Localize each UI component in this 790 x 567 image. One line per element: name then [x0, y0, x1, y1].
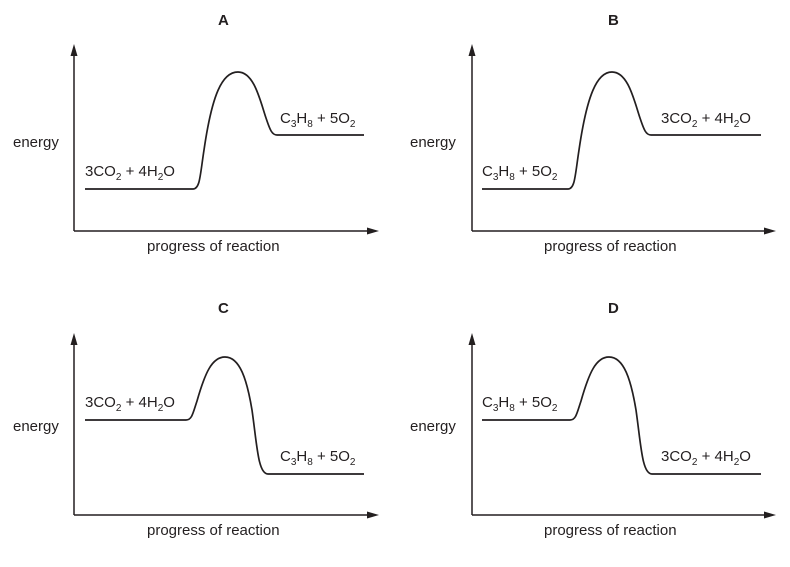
- x-axis-label: progress of reaction: [147, 238, 280, 255]
- y-axis-label: energy: [13, 134, 59, 151]
- products-label: 3CO2 + 4H2O: [661, 448, 751, 468]
- y-axis-arrowhead-icon: [70, 44, 78, 56]
- panel-title: C: [218, 300, 229, 317]
- energy-curve: [85, 71, 364, 190]
- panel-a: A energy progress of reaction 3CO2 + 4H2…: [0, 0, 395, 282]
- panel-b: B energy progress of reaction C3H8 + 5O2…: [395, 0, 790, 282]
- x-axis-arrowhead-icon: [367, 511, 379, 519]
- panel-d: D energy progress of reaction C3H8 + 5O2…: [395, 285, 790, 567]
- y-axis-arrowhead-icon: [468, 44, 476, 56]
- panel-title: B: [608, 12, 619, 29]
- panel-title: D: [608, 300, 619, 317]
- x-axis-arrowhead-icon: [764, 511, 776, 519]
- y-axis-label: energy: [410, 134, 456, 151]
- energy-profile-diagram-a: [70, 44, 379, 235]
- y-axis-arrowhead-icon: [70, 333, 78, 345]
- y-axis-arrowhead-icon: [468, 333, 476, 345]
- products-label: C3H8 + 5O2: [280, 110, 356, 130]
- energy-curve: [85, 356, 364, 475]
- energy-profile-diagram-b: [468, 44, 776, 235]
- reactants-label: C3H8 + 5O2: [482, 163, 558, 183]
- panel-c: C energy progress of reaction 3CO2 + 4H2…: [0, 285, 395, 567]
- energy-curve: [482, 356, 761, 475]
- energy-profile-diagram-d: [468, 333, 776, 519]
- panel-title: A: [218, 12, 229, 29]
- energy-profile-diagram-c: [70, 333, 379, 519]
- x-axis-arrowhead-icon: [764, 227, 776, 235]
- products-label: C3H8 + 5O2: [280, 448, 356, 468]
- y-axis-label: energy: [13, 418, 59, 435]
- x-axis-arrowhead-icon: [367, 227, 379, 235]
- energy-curve: [482, 71, 761, 190]
- x-axis-label: progress of reaction: [544, 238, 677, 255]
- reactants-label: 3CO2 + 4H2O: [85, 163, 175, 183]
- y-axis-label: energy: [410, 418, 456, 435]
- x-axis-label: progress of reaction: [544, 522, 677, 539]
- products-label: 3CO2 + 4H2O: [661, 110, 751, 130]
- x-axis-label: progress of reaction: [147, 522, 280, 539]
- reactants-label: C3H8 + 5O2: [482, 394, 558, 414]
- reactants-label: 3CO2 + 4H2O: [85, 394, 175, 414]
